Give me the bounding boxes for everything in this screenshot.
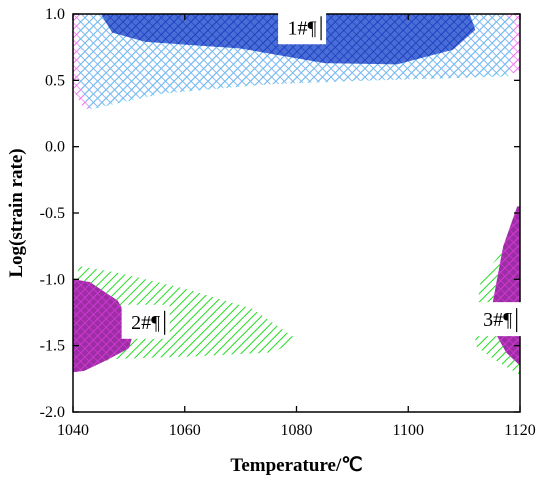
y-tick-label: 0.0 bbox=[45, 139, 65, 156]
region-label-1: 1#¶ bbox=[278, 10, 327, 45]
region-2-layer-2 bbox=[73, 279, 135, 373]
region-1 bbox=[73, 14, 520, 110]
region-2 bbox=[73, 266, 297, 373]
y-tick-label: -0.5 bbox=[40, 205, 65, 222]
x-tick-label: 1060 bbox=[169, 422, 201, 439]
region-label-3: 3#¶ bbox=[473, 302, 522, 337]
region-label-box bbox=[278, 10, 327, 45]
region-label-box bbox=[121, 304, 170, 339]
x-tick-label: 1120 bbox=[504, 422, 535, 439]
y-tick-label: -2.0 bbox=[40, 404, 65, 421]
region-label-text: 3#¶ bbox=[483, 309, 512, 331]
region-label-2: 2#¶ bbox=[121, 304, 170, 339]
x-tick-label: 1080 bbox=[281, 422, 313, 439]
y-tick-label: -1.0 bbox=[40, 271, 65, 288]
y-tick-label: -1.5 bbox=[40, 338, 65, 355]
y-axis-title: Log(strain rate) bbox=[6, 148, 27, 277]
y-tick-label: 1.0 bbox=[45, 6, 65, 23]
region-label-box bbox=[473, 302, 522, 337]
regions-layer bbox=[73, 14, 520, 375]
region-label-text: 1#¶ bbox=[288, 17, 317, 39]
x-tick-label: 1100 bbox=[393, 422, 424, 439]
x-tick-label: 1040 bbox=[57, 422, 89, 439]
region-labels-layer: 1#¶ 2#¶ 3#¶ bbox=[121, 10, 522, 339]
x-axis-title: Temperature/℃ bbox=[230, 455, 362, 476]
region-label-text: 2#¶ bbox=[131, 312, 160, 334]
y-tick-label: 0.5 bbox=[45, 72, 65, 89]
